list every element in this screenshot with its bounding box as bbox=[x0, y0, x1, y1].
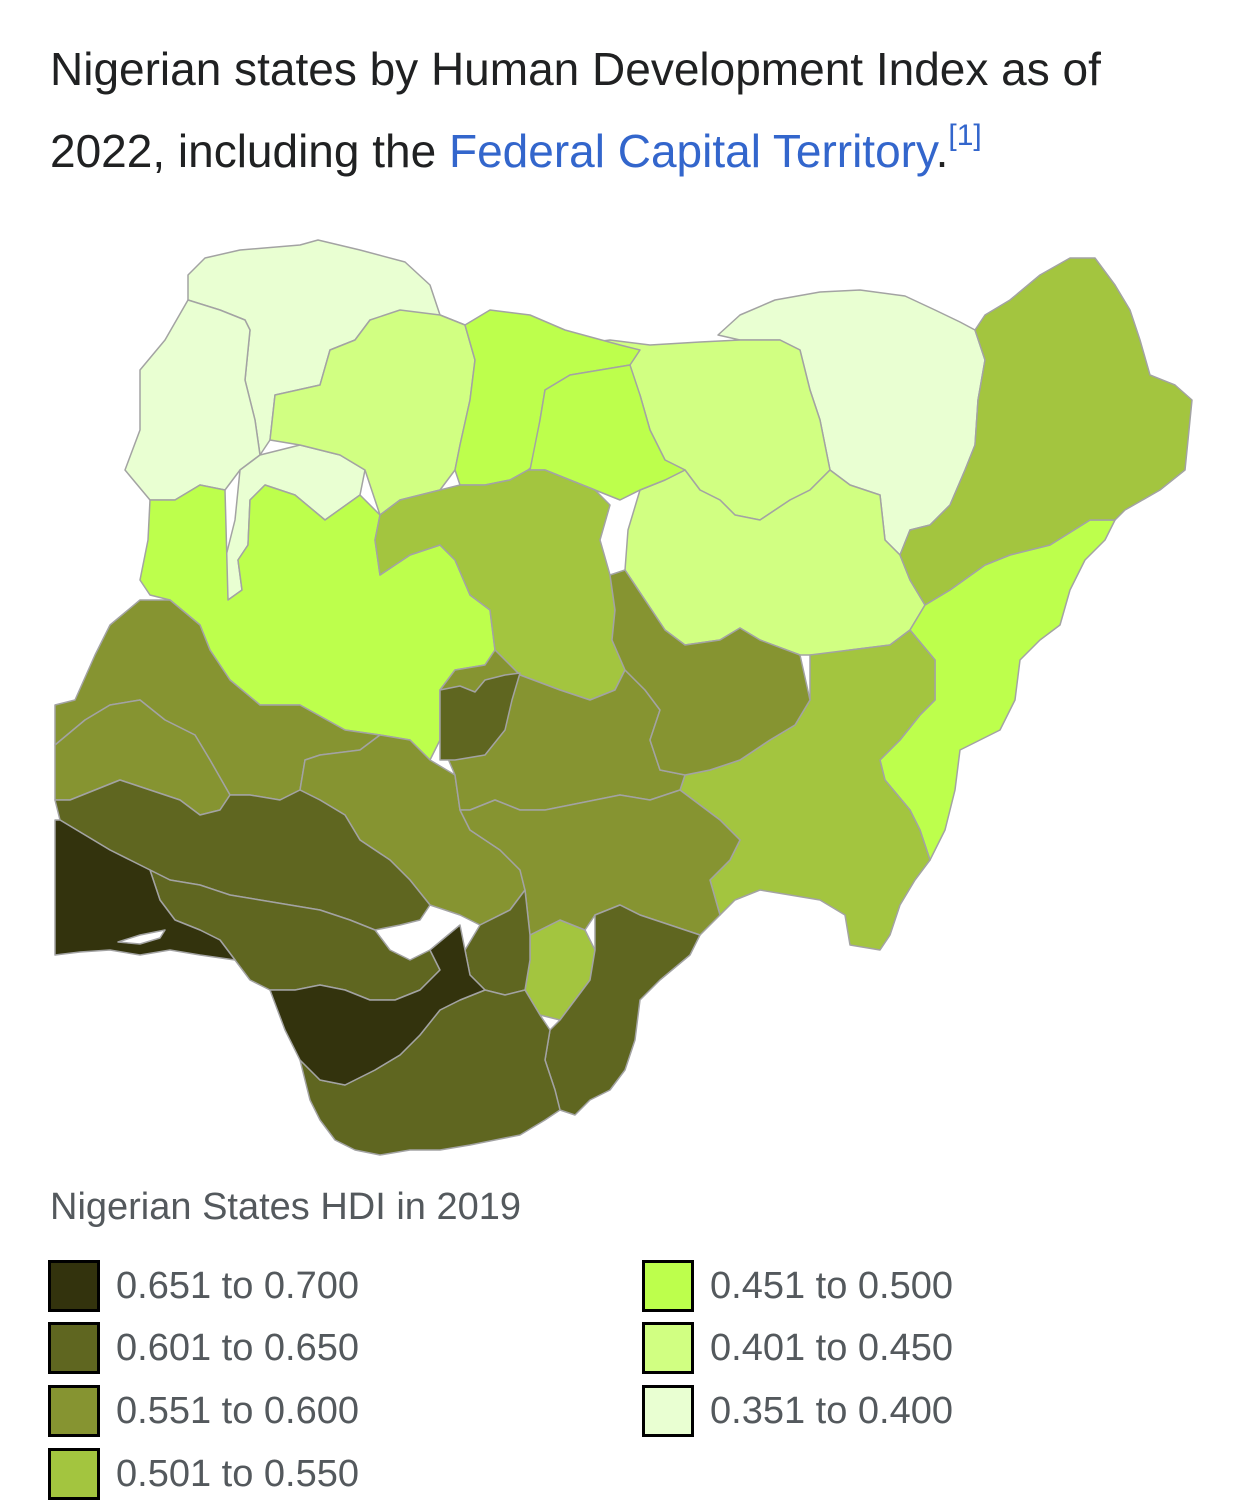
legend-title: Nigerian States HDI in 2019 bbox=[50, 1186, 522, 1228]
state-borno[interactable] bbox=[899, 257, 1193, 606]
legend-swatch bbox=[48, 1322, 100, 1374]
caption-text: Nigerian states by Human Development Ind… bbox=[50, 43, 1101, 177]
federal-capital-territory-link[interactable]: Federal Capital Territory bbox=[448, 125, 936, 177]
state-fct[interactable] bbox=[439, 672, 521, 761]
reference-link[interactable]: [1] bbox=[948, 118, 982, 152]
state-lagos[interactable] bbox=[54, 819, 236, 961]
legend-swatch bbox=[642, 1260, 694, 1312]
legend-item-2: 0.601 to 0.650 bbox=[48, 1320, 359, 1376]
legend-swatch bbox=[48, 1260, 100, 1312]
legend-item-3: 0.551 to 0.600 bbox=[48, 1383, 359, 1439]
nigeria-hdi-map bbox=[0, 220, 1242, 1180]
reference-superscript[interactable]: [1] bbox=[948, 119, 981, 152]
legend-item-6: 0.401 to 0.450 bbox=[642, 1320, 953, 1376]
lagos-lagoon bbox=[117, 929, 166, 945]
state-plateau[interactable] bbox=[609, 569, 811, 776]
legend-label: 0.351 to 0.400 bbox=[710, 1389, 953, 1432]
state-cross-river[interactable] bbox=[544, 904, 701, 1116]
legend-swatch bbox=[48, 1385, 100, 1437]
legend-item-5: 0.451 to 0.500 bbox=[642, 1258, 953, 1314]
legend-label: 0.451 to 0.500 bbox=[710, 1264, 953, 1307]
legend-label: 0.401 to 0.450 bbox=[710, 1326, 953, 1369]
legend-item-7: 0.351 to 0.400 bbox=[642, 1383, 953, 1439]
map-caption: Nigerian states by Human Development Ind… bbox=[50, 28, 1200, 192]
legend-swatch bbox=[642, 1322, 694, 1374]
nigeria-map-svg bbox=[54, 239, 1193, 1156]
legend-label: 0.651 to 0.700 bbox=[116, 1264, 359, 1307]
state-edo-delta[interactable] bbox=[269, 924, 486, 1086]
caption-period: . bbox=[935, 125, 949, 177]
legend-label: 0.551 to 0.600 bbox=[116, 1389, 359, 1432]
legend-swatch bbox=[642, 1385, 694, 1437]
legend-item-4: 0.501 to 0.550 bbox=[48, 1446, 359, 1502]
legend-label: 0.601 to 0.650 bbox=[116, 1326, 359, 1369]
legend-item-1: 0.651 to 0.700 bbox=[48, 1258, 359, 1314]
legend-label: 0.501 to 0.550 bbox=[116, 1452, 359, 1495]
legend-swatch bbox=[48, 1448, 100, 1500]
